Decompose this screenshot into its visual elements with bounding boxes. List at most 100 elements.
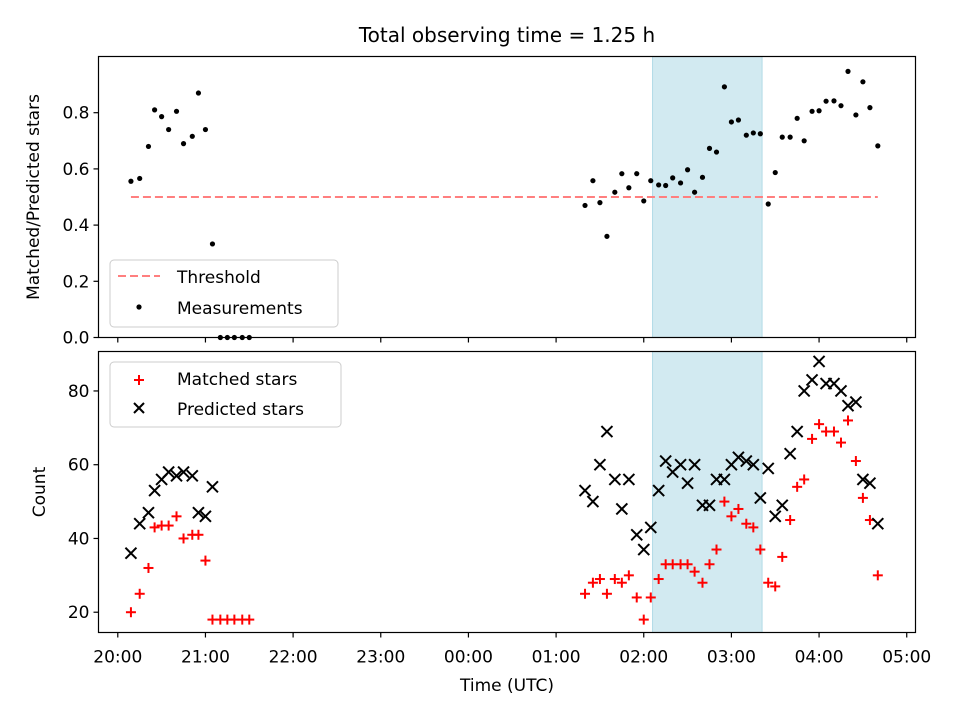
measurements-point bbox=[853, 112, 859, 118]
ratio-y-axis-label: Matched/Predicted stars bbox=[24, 94, 44, 300]
matched-stars-point bbox=[689, 566, 700, 577]
matched-stars-point bbox=[697, 577, 708, 588]
measurements-point bbox=[860, 79, 866, 85]
predicted-stars-point bbox=[586, 495, 600, 508]
predicted-stars-point bbox=[600, 425, 614, 438]
matched-stars-point bbox=[733, 503, 744, 514]
matched-stars-point bbox=[828, 426, 839, 437]
measurements-point bbox=[684, 167, 691, 173]
measurements-point bbox=[721, 84, 727, 90]
matched-stars-point bbox=[645, 592, 656, 603]
matched-stars-point bbox=[843, 415, 854, 426]
measurements-legend-label: Measurements bbox=[177, 299, 303, 319]
predicted-stars-point bbox=[805, 373, 819, 387]
measurements-point bbox=[137, 175, 143, 182]
measurements-point bbox=[656, 182, 662, 188]
predicted-stars-point bbox=[148, 484, 161, 497]
predicted-stars-point bbox=[783, 447, 797, 460]
matched-stars-point bbox=[653, 574, 664, 585]
count-y-tick-label: 80 bbox=[68, 382, 90, 402]
measurements-point bbox=[582, 202, 588, 209]
matched-stars-point bbox=[748, 522, 759, 533]
count-plot-frame bbox=[97, 350, 917, 634]
predicted-stars-point bbox=[776, 499, 789, 512]
predicted-stars-point bbox=[812, 355, 826, 368]
x-axis-label: Time (UTC) bbox=[459, 676, 554, 696]
measurements-point bbox=[173, 108, 180, 114]
x-tick-label: 02:00 bbox=[619, 648, 668, 668]
matched-stars-point bbox=[770, 581, 781, 592]
count-panel: Count Time (UTC) 20 40 60 80 20:00 21:00 22:00… bbox=[30, 350, 931, 696]
matched-stars-point bbox=[682, 559, 693, 570]
matched-stars-point bbox=[777, 551, 788, 562]
predicted-stars-point bbox=[162, 465, 175, 479]
measurements-point bbox=[706, 145, 713, 151]
predicted-stars-point bbox=[863, 476, 877, 490]
ratio-y-tick-label: 0.2 bbox=[62, 272, 89, 292]
predicted-stars-point bbox=[849, 395, 863, 409]
matched-stars-point bbox=[763, 577, 774, 588]
measurements-point bbox=[619, 171, 625, 177]
predicted-stars-point bbox=[630, 528, 643, 541]
x-tick-label: 01:00 bbox=[532, 648, 581, 668]
predicted-stars-point bbox=[841, 399, 855, 412]
predicted-stars-point bbox=[762, 462, 775, 475]
matched-stars-legend-label: Matched stars bbox=[177, 370, 297, 390]
ratio-panel: Total observing time = 1.25 h Matched/Pr… bbox=[24, 23, 917, 349]
x-tick-label: 21:00 bbox=[181, 648, 230, 668]
measurements-point bbox=[735, 117, 742, 123]
measurements-point bbox=[809, 108, 815, 114]
chart-title: Total observing time = 1.25 h bbox=[358, 23, 655, 47]
matched-stars-point bbox=[719, 496, 730, 507]
predicted-stars-point bbox=[133, 517, 146, 530]
measurements-point bbox=[757, 131, 763, 137]
matched-stars-point bbox=[125, 607, 136, 618]
matched-stars-point bbox=[755, 544, 766, 555]
predicted-stars-point bbox=[622, 473, 636, 486]
count-y-tick-label: 20 bbox=[68, 603, 90, 623]
matched-stars-point bbox=[609, 574, 620, 585]
measurements-point bbox=[145, 143, 152, 150]
measurements-point bbox=[867, 105, 873, 111]
predicted-stars-point bbox=[718, 473, 731, 486]
ratio-legend: Threshold Measurements bbox=[109, 259, 339, 328]
measurements-point bbox=[816, 108, 822, 114]
x-tick-label: 22:00 bbox=[269, 648, 318, 668]
matched-stars-point bbox=[785, 515, 796, 526]
matched-stars-point bbox=[631, 592, 642, 603]
measurements-point bbox=[670, 175, 676, 181]
predicted-stars-point bbox=[644, 521, 657, 534]
predicted-stars-point bbox=[732, 451, 745, 464]
ratio-y-tick-label: 0.0 bbox=[62, 329, 89, 349]
count-y-tick-label: 40 bbox=[68, 529, 90, 549]
measurements-point bbox=[772, 169, 778, 176]
predicted-stars-point bbox=[652, 484, 665, 497]
matched-stars-point bbox=[163, 520, 174, 531]
measurements-point bbox=[166, 126, 172, 133]
measurements-point bbox=[801, 138, 807, 144]
measurements-point bbox=[765, 201, 771, 207]
measurements-point bbox=[128, 178, 134, 184]
matched-stars-point bbox=[850, 456, 861, 467]
matched-stars-point bbox=[814, 419, 825, 430]
matched-stars-point bbox=[792, 481, 803, 492]
measurements-point bbox=[831, 98, 837, 104]
predicted-stars-point bbox=[797, 384, 811, 398]
matched-stars-point bbox=[171, 511, 182, 522]
measurements-point bbox=[699, 174, 706, 180]
matched-stars-point bbox=[601, 588, 612, 599]
matched-stars-point bbox=[623, 570, 634, 581]
measurements-point bbox=[691, 189, 698, 195]
measurements-point bbox=[713, 149, 720, 155]
matched-stars-point bbox=[178, 533, 189, 544]
matched-stars-point bbox=[835, 437, 846, 448]
predicted-stars-point bbox=[747, 458, 760, 471]
measurements-point bbox=[189, 133, 195, 139]
predicted-stars-point bbox=[754, 491, 767, 505]
measurements-point bbox=[159, 114, 165, 120]
x-tick-label: 05:00 bbox=[882, 648, 931, 668]
matched-stars-point bbox=[244, 614, 255, 625]
measurements-point bbox=[202, 126, 209, 133]
matched-stars-point bbox=[616, 577, 627, 588]
